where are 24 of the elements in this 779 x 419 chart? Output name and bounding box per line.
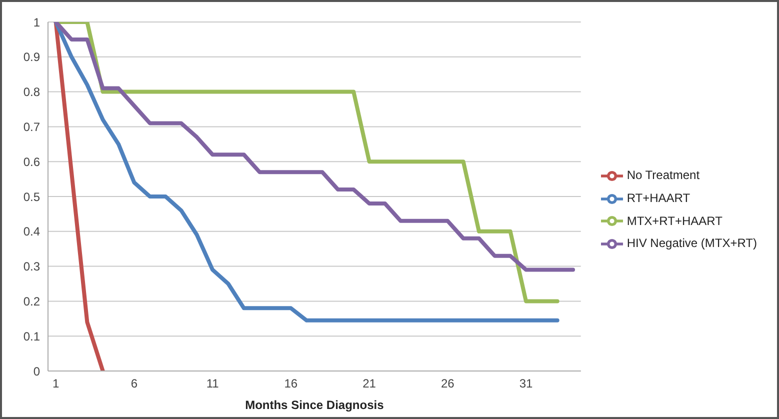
y-tick-label: 0.9 (23, 50, 40, 64)
y-tick-label: 0.1 (23, 329, 40, 344)
x-tick-label: 26 (440, 376, 455, 391)
y-tick-label: 0.2 (23, 294, 40, 308)
x-tick-label: 11 (206, 376, 220, 391)
y-tick-label: 0.3 (23, 260, 40, 274)
legend-label: No Treatment (626, 168, 700, 182)
y-tick-label: 0.5 (23, 190, 40, 204)
legend-label: MTX+RT+HAART (626, 214, 722, 228)
x-tick-label: 31 (519, 376, 533, 391)
line-series (54, 22, 105, 371)
y-tick-label: 0.8 (23, 85, 40, 100)
x-axis-title: Months Since Diagnosis (245, 398, 384, 412)
legend-label: HIV Negative (MTX+RT) (626, 236, 757, 250)
x-tick-label: 1 (52, 376, 60, 391)
y-tick-label: 0.7 (23, 120, 40, 134)
y-tick-label: 0.6 (23, 154, 40, 169)
legend-label: RT+HAART (626, 190, 690, 205)
x-tick-label: 16 (284, 376, 298, 391)
x-tick-label: 21 (362, 376, 376, 391)
y-tick-label: 1 (33, 15, 40, 30)
y-tick-label: 0.4 (23, 224, 40, 239)
x-tick-label: 6 (130, 376, 138, 391)
y-tick-label: 0 (33, 364, 40, 378)
